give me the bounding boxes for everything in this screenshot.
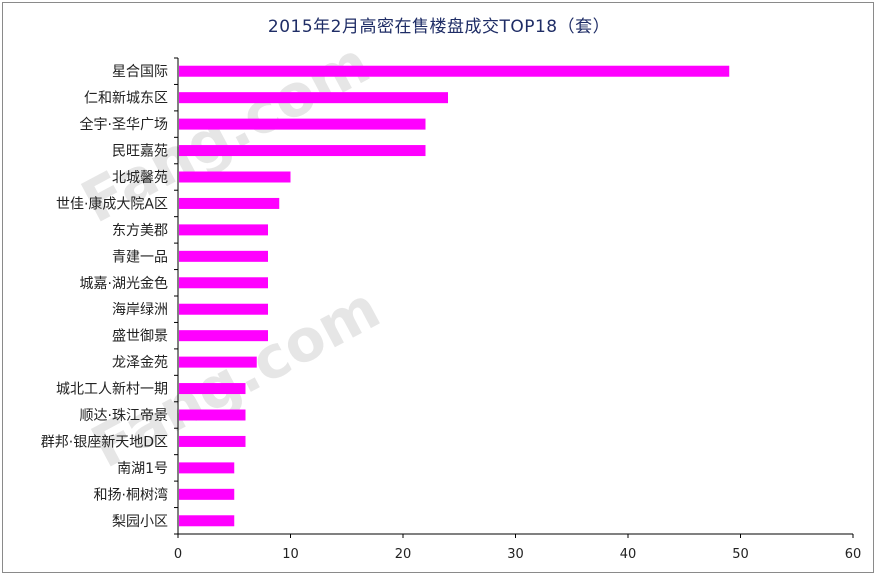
bar xyxy=(179,65,730,77)
category-label: 龙泽金苑 xyxy=(112,355,168,371)
bar-series xyxy=(179,65,730,527)
bar xyxy=(179,171,291,183)
category-label: 北城馨苑 xyxy=(112,170,168,186)
bar xyxy=(179,303,268,315)
x-tick-label: 60 xyxy=(845,547,862,562)
bar xyxy=(179,224,268,236)
x-tick-label: 50 xyxy=(732,547,749,562)
bar xyxy=(179,356,257,368)
category-label: 城嘉·湖光金色 xyxy=(80,275,168,292)
bar xyxy=(179,197,280,209)
category-label: 城北工人新村一期 xyxy=(56,382,168,398)
chart-title: 2015年2月高密在售楼盘成交TOP18（套） xyxy=(267,17,611,37)
bar xyxy=(179,145,426,157)
x-tick-label: 10 xyxy=(282,547,299,562)
category-label: 梨园小区 xyxy=(112,514,168,530)
category-label: 和扬·桐树湾 xyxy=(94,486,168,503)
bar xyxy=(179,118,426,130)
category-label: 全宇·圣华广场 xyxy=(80,116,168,133)
category-label: 顺达·珠江帝景 xyxy=(80,408,168,424)
category-label: 群邦·银座新天地D区 xyxy=(41,434,168,450)
bar xyxy=(179,92,448,104)
bar xyxy=(179,515,235,527)
x-tick-label: 40 xyxy=(620,547,637,562)
category-label: 仁和新城东区 xyxy=(84,91,168,107)
bar xyxy=(179,435,246,447)
bar xyxy=(179,488,235,500)
category-label: 世佳·康成大院A区 xyxy=(56,195,168,212)
category-label: 东方美郡 xyxy=(112,223,168,239)
chart-axes xyxy=(174,57,854,538)
bar xyxy=(179,409,246,421)
x-tick-label: 0 xyxy=(174,547,182,562)
bar xyxy=(179,330,268,342)
x-tick-label: 30 xyxy=(507,547,524,562)
category-label: 南湖1号 xyxy=(117,461,168,477)
category-label: 青建一品 xyxy=(112,249,168,265)
category-labels: 星合国际仁和新城东区全宇·圣华广场民旺嘉苑北城馨苑世佳·康成大院A区东方美郡青建… xyxy=(41,64,168,530)
x-tick-label: 20 xyxy=(395,547,412,562)
category-label: 海岸绿洲 xyxy=(112,302,168,318)
category-label: 民旺嘉苑 xyxy=(112,144,168,160)
category-label: 星合国际 xyxy=(112,64,168,80)
bar xyxy=(179,250,268,262)
bar xyxy=(179,383,246,395)
x-tick-labels: 0 10 20 30 40 50 60 xyxy=(174,547,861,562)
bar xyxy=(179,462,235,474)
category-label: 盛世御景 xyxy=(112,329,168,345)
bar xyxy=(179,277,268,289)
